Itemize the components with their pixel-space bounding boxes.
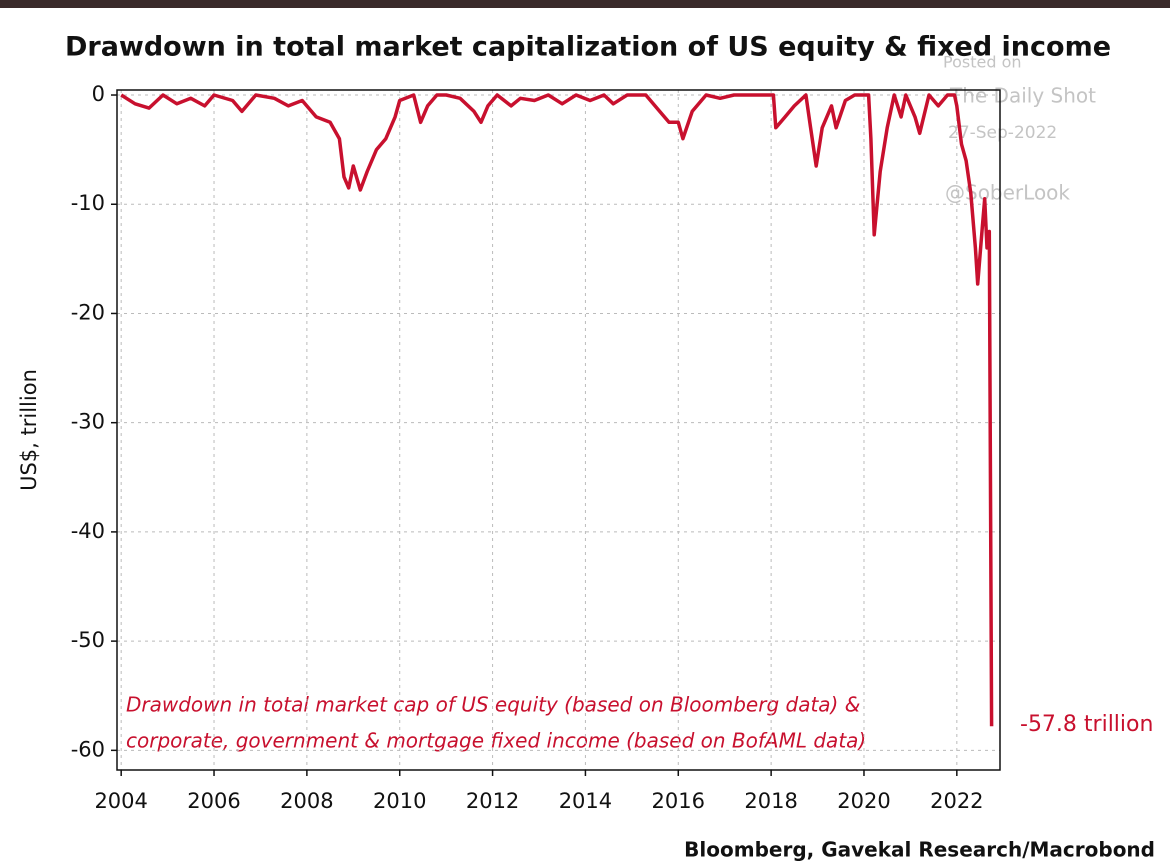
x-tick-label: 2016 <box>652 789 705 813</box>
x-tick-label: 2022 <box>930 789 983 813</box>
chart-title: Drawdown in total market capitalization … <box>65 32 1111 63</box>
x-tick-label: 2012 <box>466 789 519 813</box>
annotation: Drawdown in total market cap of US equit… <box>126 693 860 717</box>
y-axis-label: US$, trillion <box>17 369 41 491</box>
x-tick-label: 2014 <box>559 789 612 813</box>
annotation: corporate, government & mortgage fixed i… <box>126 729 866 753</box>
y-tick-label: 0 <box>92 82 105 106</box>
top-bar <box>0 0 1170 8</box>
source: Bloomberg, Gavekal Research/Macrobond <box>684 838 1155 862</box>
x-tick-label: 2018 <box>744 789 797 813</box>
line <box>120 93 994 727</box>
y-tick-label: -40 <box>71 519 105 543</box>
y-tick-label: -20 <box>71 300 105 324</box>
y-tick-label: -30 <box>71 410 105 434</box>
x-tick-label: 2010 <box>373 789 426 813</box>
watermark: 27-Sep-2022 <box>948 123 1057 143</box>
y-tick-label: -60 <box>71 737 105 761</box>
watermark: Posted on <box>943 53 1022 72</box>
plot-frame <box>116 89 1001 771</box>
end-label: -57.8 trillion <box>1020 712 1153 737</box>
x-tick-label: 2006 <box>187 789 240 813</box>
x-tick-label: 2008 <box>280 789 333 813</box>
x-tick-label: 2004 <box>94 789 147 813</box>
watermark: @SoberLook <box>945 181 1070 205</box>
y-tick-label: -10 <box>71 191 105 215</box>
x-tick-label: 2020 <box>837 789 890 813</box>
y-tick-label: -50 <box>71 628 105 652</box>
